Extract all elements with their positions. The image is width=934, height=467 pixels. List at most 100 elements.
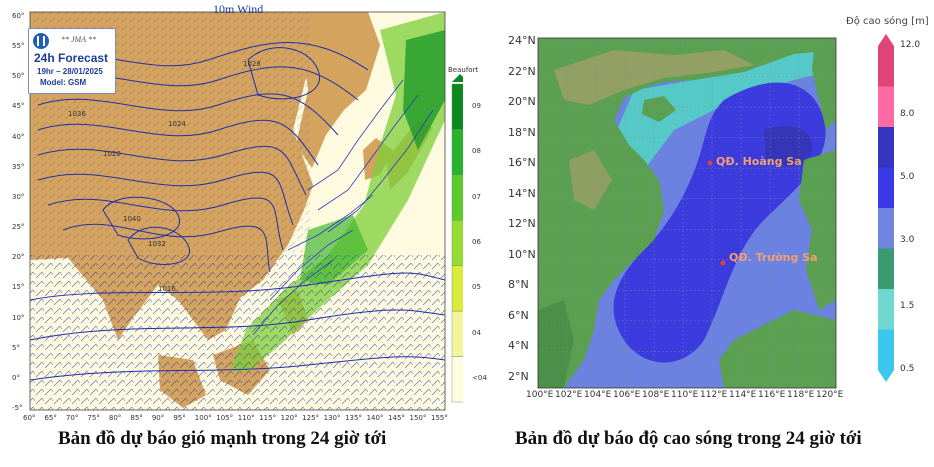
wind-lat-label: 50°: [12, 72, 25, 81]
wind-lon-label: 125°: [302, 414, 320, 422]
wind-lat-label: 30°: [12, 192, 25, 201]
wind-map-title: 10m Wind: [213, 2, 264, 16]
wave-swatch: [878, 329, 894, 370]
badge-time: 19hr – 28/01/2025: [37, 67, 103, 76]
wind-lon-label: 110°: [237, 414, 255, 422]
wind-lat-label: -5°: [12, 404, 23, 412]
wind-lon-label: 130°: [323, 414, 341, 422]
wave-tick-label: 0.5: [900, 364, 915, 374]
wind-streaks: [252, 79, 434, 336]
wind-lon-label: 140°: [366, 414, 384, 422]
wind-lat-label: 10°: [12, 313, 25, 322]
wind-lon-label: 95°: [173, 414, 186, 422]
beaufort-colorbar: [451, 83, 463, 403]
wind-lon-label: 65°: [44, 414, 57, 422]
wave-swatch: [878, 208, 894, 249]
wave-lon-label: 120°E: [816, 390, 844, 400]
wave-lat-label: 20°N: [508, 95, 536, 109]
beaufort-level-label: 08: [472, 147, 481, 156]
wind-forecast-map: 10m Wind Beaufort 09 08 07 06 05 04 <04 ** JMA…: [8, 0, 487, 425]
beaufort-title: Beaufort: [448, 66, 479, 74]
badge-org: ** JMA **: [61, 35, 96, 44]
wind-lon-label: 100°: [194, 414, 212, 422]
wave-lon-label: 108°E: [642, 390, 670, 400]
beaufort-level-label: 04: [472, 328, 481, 337]
wave-lat-label: 4°N: [508, 339, 529, 353]
wave-colorbar-title: Độ cao sóng [m]: [846, 16, 929, 27]
wind-lon-label: 90°: [151, 414, 165, 422]
isobar-label: 1028: [243, 60, 261, 68]
wind-lon-label: 60°: [23, 414, 36, 422]
wave-lat-label: 18°N: [508, 125, 536, 139]
wave-tick-label: 1.5: [900, 301, 915, 311]
land-malay: [538, 300, 574, 388]
place-truong-sa: QĐ. Trường Sa: [729, 251, 818, 264]
wind-lon-label: 150°: [409, 414, 427, 422]
beaufort-swatch: [451, 220, 463, 266]
wind-lon-label: 145°: [388, 414, 405, 422]
wave-lat-label: 6°N: [508, 308, 529, 322]
wind-lat-label: 25°: [12, 223, 25, 232]
wind-lat-label: 45°: [12, 102, 25, 111]
badge-model: Model: GSM: [40, 78, 87, 87]
wave-lon-label: 116°E: [758, 390, 786, 400]
land-indochina: [538, 38, 836, 388]
wave-lon-label: 110°E: [671, 390, 699, 400]
wave-lat-label: 22°N: [508, 64, 536, 78]
wind-lat-label: 5°: [12, 343, 20, 352]
hoang-sa-marker-icon: [707, 160, 713, 166]
land-hainan: [642, 96, 676, 122]
wave-lat-label: 16°N: [508, 156, 536, 170]
beaufort-swatch: [451, 83, 463, 130]
colorbar-arrow-icon: [452, 74, 463, 82]
gale-zone: [403, 30, 445, 150]
wave-lat-label: 2°N: [508, 370, 529, 383]
truong-sa-marker-icon: [720, 260, 726, 266]
wave-lon-label: 112°E: [700, 390, 728, 400]
highland-south-china: [554, 50, 754, 105]
isobar-label: 1024: [168, 120, 186, 128]
place-hoang-sa: QĐ. Hoàng Sa: [716, 155, 802, 168]
wave-lat-label: 10°N: [508, 247, 536, 261]
isobar-label: 1020: [103, 150, 121, 158]
wind-lon-label: 120°: [280, 414, 298, 422]
wave-tick-label: 12.0: [900, 40, 921, 50]
wave-lon-label: 104°E: [584, 390, 612, 400]
beaufort-swatch: [451, 129, 463, 176]
beaufort-level-label: <04: [472, 374, 487, 383]
beaufort-swatch: [451, 356, 463, 403]
isobar-label: 1040: [123, 215, 141, 223]
wind-lon-label: 70°: [65, 414, 79, 422]
wave-lat-label: 8°N: [508, 278, 529, 292]
beaufort-swatch: [451, 265, 463, 312]
badge-forecast: 24h Forecast: [34, 51, 109, 65]
wind-lon-label: 115°: [259, 414, 277, 422]
wave-swatch: [878, 127, 894, 168]
wind-lon-label: 80°: [108, 414, 122, 422]
wave-swatch: [878, 167, 894, 208]
beaufort-swatch: [451, 174, 463, 221]
isobar-label: 1016: [158, 285, 176, 293]
wind-lon-label: 105°: [216, 414, 234, 422]
jma-logo-icon: [33, 33, 49, 49]
wave-swatch: [878, 46, 894, 87]
wave-lon-label: 114°E: [729, 390, 757, 400]
wind-lon-label: 75°: [87, 414, 100, 422]
wave-map-canvas: [537, 34, 894, 389]
highland-laos: [569, 150, 612, 210]
beaufort-level-label: 06: [472, 238, 481, 246]
land-taiwan: [812, 46, 836, 130]
wind-lat-label: 60°: [12, 12, 25, 20]
beaufort-level-label: 09: [472, 101, 481, 110]
wave-height-map: Độ cao sóng [m] 12.0 8.0 5.0 3.0 1.5 0.5 24°N…: [494, 10, 934, 415]
graticule: [537, 38, 836, 388]
wave-lon-label: 102°E: [555, 390, 583, 400]
caption-wave-map: Bản đồ dự báo độ cao sóng trong 24 giờ t…: [515, 428, 862, 449]
isobar-label: 1036: [68, 110, 86, 118]
land-borneo: [719, 310, 836, 388]
wave-lat-label: 24°N: [508, 34, 536, 47]
wind-lat-label: 40°: [12, 132, 25, 141]
wave-colorbar-top-arrow-icon: [878, 34, 894, 46]
wave-colorbar: [878, 46, 894, 370]
wind-barbs-south: [30, 255, 445, 410]
